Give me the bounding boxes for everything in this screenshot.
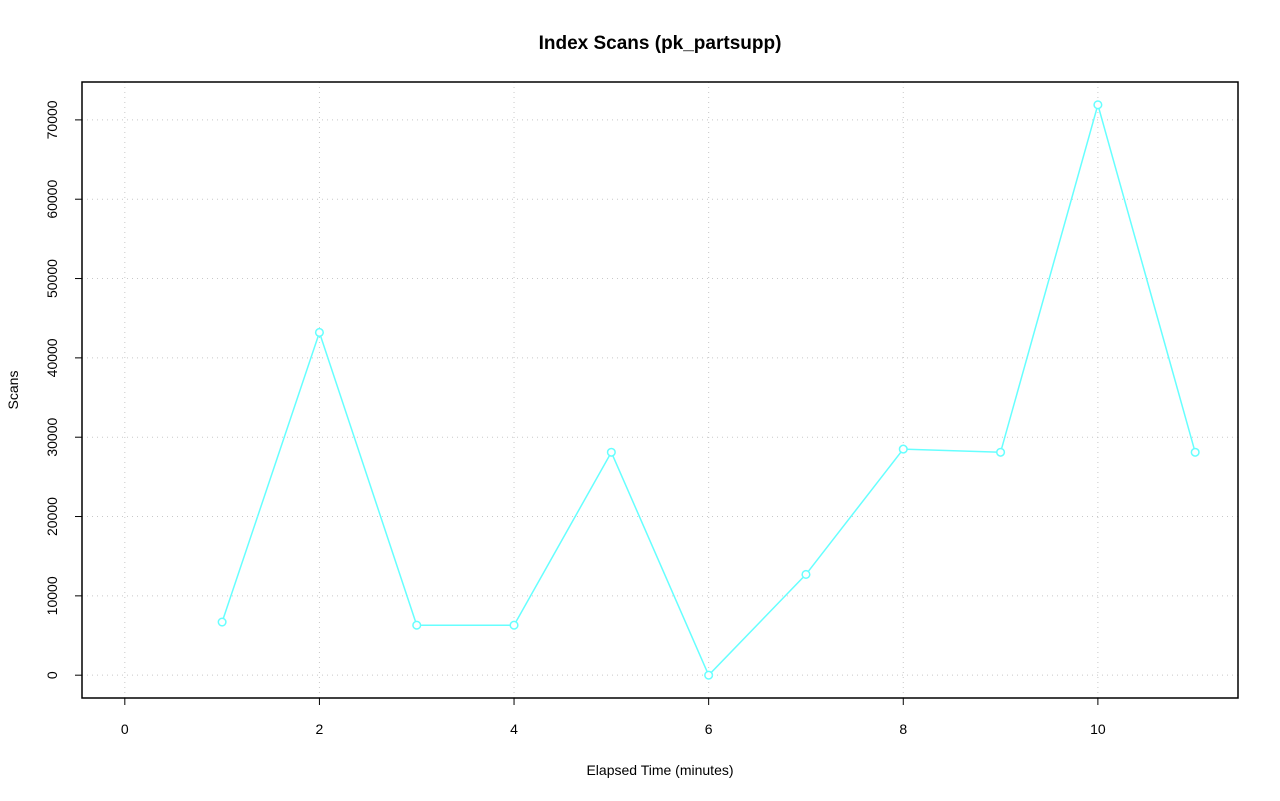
data-point xyxy=(412,620,422,630)
x-tick-label: 8 xyxy=(899,721,907,737)
y-tick-label: 70000 xyxy=(44,100,60,139)
data-point xyxy=(898,444,908,454)
plot-frame xyxy=(81,81,1239,699)
y-tick-label: 60000 xyxy=(44,180,60,219)
x-tick-label: 10 xyxy=(1090,721,1106,737)
y-tick-label: 20000 xyxy=(44,497,60,536)
y-tick-label: 10000 xyxy=(44,576,60,615)
x-tick-label: 2 xyxy=(316,721,324,737)
data-point xyxy=(606,447,616,457)
x-tick-label: 4 xyxy=(510,721,518,737)
data-point xyxy=(217,617,227,627)
x-tick-label: 6 xyxy=(705,721,713,737)
x-tick-label: 0 xyxy=(121,721,129,737)
y-tick-label: 30000 xyxy=(44,418,60,457)
data-point xyxy=(996,447,1006,457)
y-tick-label: 0 xyxy=(44,671,60,679)
data-point xyxy=(704,670,714,680)
x-axis-label: Elapsed Time (minutes) xyxy=(586,762,733,778)
data-point xyxy=(509,620,519,630)
data-point xyxy=(314,327,324,338)
data-point xyxy=(1190,447,1200,457)
chart-title: Index Scans (pk_partsupp) xyxy=(539,33,782,54)
y-tick-label: 40000 xyxy=(44,338,60,377)
y-tick-label: 50000 xyxy=(44,259,60,298)
y-axis-label: Scans xyxy=(5,371,21,410)
data-point xyxy=(1093,100,1103,110)
data-point xyxy=(801,569,811,579)
